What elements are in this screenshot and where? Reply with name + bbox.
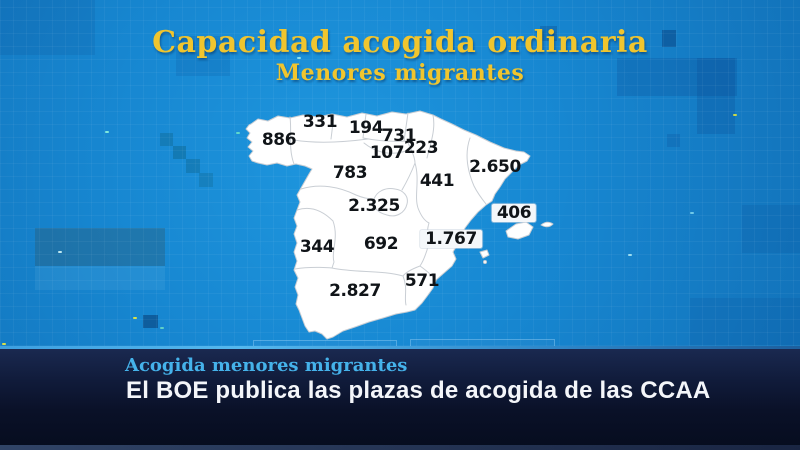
region-value-castilla-la-mancha: 692	[363, 234, 399, 254]
region-value-la-rioja: 107	[369, 143, 405, 163]
region-value-cataluna: 2.650	[469, 157, 521, 177]
page-subtitle: Menores migrantes	[275, 60, 525, 86]
region-value-extremadura: 344	[299, 237, 335, 257]
page-title: Capacidad acogida ordinaria	[152, 25, 648, 60]
region-value-aragon: 441	[419, 171, 455, 191]
title-block: Capacidad acogida ordinaria Menores migr…	[0, 25, 800, 87]
lower-third-banner: Acogida menores migrantes El BOE publica…	[0, 346, 800, 450]
banner-accent-line	[0, 346, 800, 349]
region-value-galicia: 886	[261, 130, 297, 150]
region-value-baleares: 406	[491, 204, 537, 222]
region-borders	[289, 112, 487, 306]
banner-kicker: Acogida menores migrantes	[125, 355, 408, 376]
region-value-castilla-y-leon: 783	[332, 163, 368, 183]
banner-headline: El BOE publica las plazas de acogida de …	[126, 377, 711, 404]
region-value-c-valenciana: 1.767	[420, 230, 482, 248]
balearic-islands	[479, 221, 554, 264]
region-value-murcia: 571	[404, 271, 440, 291]
region-value-pais-vasco: 731	[381, 126, 417, 146]
region-value-cantabria: 194	[348, 118, 384, 138]
region-value-asturias: 331	[302, 112, 338, 132]
spain-outline	[245, 110, 531, 340]
region-value-navarra: 223	[403, 138, 439, 158]
region-value-andalucia: 2.827	[329, 281, 381, 301]
region-value-madrid: 2.325	[348, 196, 400, 216]
bottom-edge-strip	[0, 445, 800, 450]
